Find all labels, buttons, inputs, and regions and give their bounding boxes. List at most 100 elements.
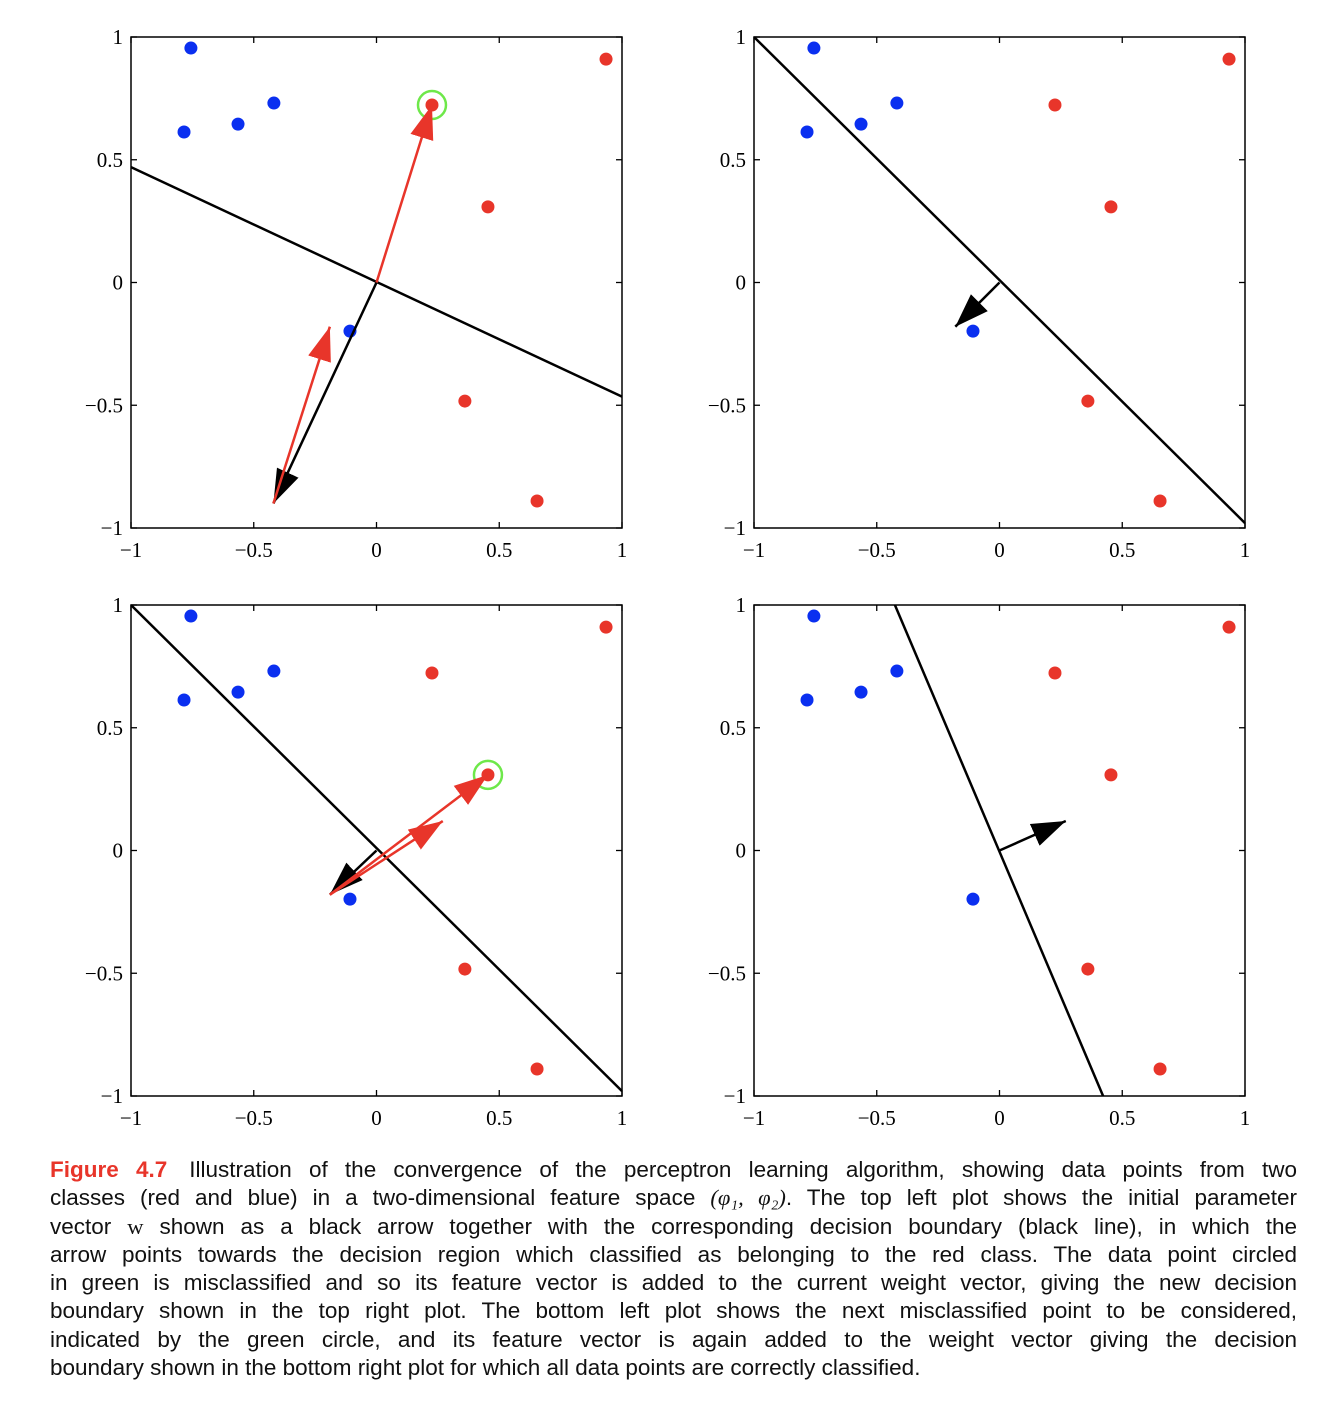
plot-area [754, 37, 1245, 524]
red-point [1081, 962, 1095, 976]
black-arrow [272, 281, 378, 504]
plot-top-left: −1 −0.5 0 0.5 1 −1 −0.5 0 0.5 1 [85, 25, 627, 562]
y-tick-label: 0 [736, 271, 747, 295]
y-tick-label: −1 [101, 516, 123, 540]
blue-point [800, 125, 814, 139]
y-tick-label: −1 [724, 516, 746, 540]
x-tick-label: 1 [617, 538, 628, 562]
y-tick-label: 0 [113, 839, 124, 863]
x-tick-label: 0 [371, 1106, 382, 1130]
red-point [1104, 768, 1118, 782]
y-tick-label: 0.5 [720, 148, 746, 172]
red-arrow [329, 773, 489, 896]
plot-area [131, 41, 622, 508]
figure-label: Figure 4.7 [50, 1157, 168, 1182]
caption-line: boundary shown in the bottom right plot … [50, 1355, 921, 1381]
blue-point [854, 685, 868, 699]
x-tick-label: 0 [371, 538, 382, 562]
plot-bottom-left: −1 −0.5 0 0.5 1 −1 −0.5 0 0.5 1 [85, 593, 627, 1130]
caption-text: . The top left plot shows the initial pa… [785, 1185, 1297, 1211]
y-tick-label: 0.5 [97, 716, 123, 740]
decision-boundary [893, 605, 1105, 1096]
y-tick-label: −0.5 [85, 961, 123, 985]
blue-point [966, 324, 980, 338]
blue-point [890, 96, 904, 110]
red-point [530, 1062, 544, 1076]
x-tick-label: 0.5 [486, 1106, 512, 1130]
black-arrow [998, 819, 1067, 852]
red-point [458, 962, 472, 976]
red-point [458, 394, 472, 408]
blue-point [177, 125, 191, 139]
plot-area [131, 605, 622, 1092]
caption-line: indicated by the green circle, and its f… [50, 1326, 1297, 1352]
red-point [1048, 666, 1062, 680]
x-tick-label: 1 [1240, 1106, 1251, 1130]
x-tick-label: −1 [120, 538, 142, 562]
y-tick-label: −0.5 [85, 393, 123, 417]
caption-line: Figure 4.7 Illustration of the convergenc… [50, 1156, 1297, 1184]
y-tick-label: −1 [101, 1084, 123, 1108]
caption-line: arrow points towards the decision region… [50, 1241, 1297, 1267]
caption-text: classes (red and blue) in a two-dimensio… [50, 1185, 696, 1211]
blue-point [231, 117, 245, 131]
caption-line: in green is misclassified and so its fea… [50, 1270, 1297, 1296]
red-arrow [272, 326, 332, 504]
red-point [1222, 52, 1236, 66]
decision-boundary [754, 37, 1245, 524]
blue-point [800, 693, 814, 707]
y-tick-label: 1 [736, 25, 747, 49]
red-arrow [375, 104, 434, 283]
caption-text: shown as a black arrow together with the… [159, 1213, 1297, 1239]
caption-math: w [127, 1213, 144, 1239]
red-point [599, 620, 613, 634]
red-point [1153, 1062, 1167, 1076]
x-tick-label: −1 [743, 1106, 765, 1130]
figure-plots: −1 −0.5 0 0.5 1 −1 −0.5 0 0.5 1 −1 −0.5 0 0.5 1 −1 −0.5 0… [85, 25, 1251, 1130]
caption-math: (φ₁, φ₂) [710, 1185, 786, 1211]
decision-boundary [131, 605, 622, 1092]
y-tick-label: −0.5 [708, 961, 746, 985]
x-tick-label: 0.5 [486, 538, 512, 562]
y-tick-label: 0.5 [97, 148, 123, 172]
red-point [1081, 394, 1095, 408]
y-tick-label: 1 [113, 25, 124, 49]
x-tick-label: −0.5 [858, 1106, 896, 1130]
blue-point [231, 685, 245, 699]
caption-line: boundary shown in the top right plot. Th… [50, 1298, 1297, 1324]
plot-bottom-right: −1 −0.5 0 0.5 1 −1 −0.5 0 0.5 1 [708, 593, 1250, 1130]
caption-text: Illustration of the convergence of the p… [189, 1157, 1297, 1182]
blue-point [966, 892, 980, 906]
blue-point [267, 96, 281, 110]
blue-point [343, 892, 357, 906]
x-tick-label: 1 [1240, 538, 1251, 562]
blue-point [267, 664, 281, 678]
red-point [1222, 620, 1236, 634]
caption-line: classes (red and blue) in a two-dimensio… [50, 1184, 1297, 1212]
y-tick-label: −0.5 [708, 393, 746, 417]
red-point [481, 200, 495, 214]
x-tick-label: −0.5 [235, 538, 273, 562]
x-tick-label: 0.5 [1109, 1106, 1135, 1130]
red-arrow [329, 819, 444, 896]
blue-point [807, 41, 821, 55]
red-point [1153, 494, 1167, 508]
caption-text: vector [50, 1213, 112, 1239]
red-point [530, 494, 544, 508]
red-point [599, 52, 613, 66]
plot-area [800, 605, 1236, 1096]
blue-point [807, 609, 821, 623]
x-tick-label: −1 [120, 1106, 142, 1130]
red-point [425, 666, 439, 680]
blue-point [177, 693, 191, 707]
x-tick-label: 0 [994, 1106, 1005, 1130]
caption-line: vector w shown as a black arrow together… [50, 1213, 1297, 1241]
y-tick-label: 1 [113, 593, 124, 617]
y-tick-label: 0 [113, 271, 124, 295]
figure-caption: Figure 4.7 Illustration of the convergenc… [50, 1156, 1297, 1382]
x-tick-label: −0.5 [858, 538, 896, 562]
y-tick-label: 0 [736, 839, 747, 863]
x-tick-label: 0 [994, 538, 1005, 562]
red-point [1048, 98, 1062, 112]
red-point [1104, 200, 1118, 214]
